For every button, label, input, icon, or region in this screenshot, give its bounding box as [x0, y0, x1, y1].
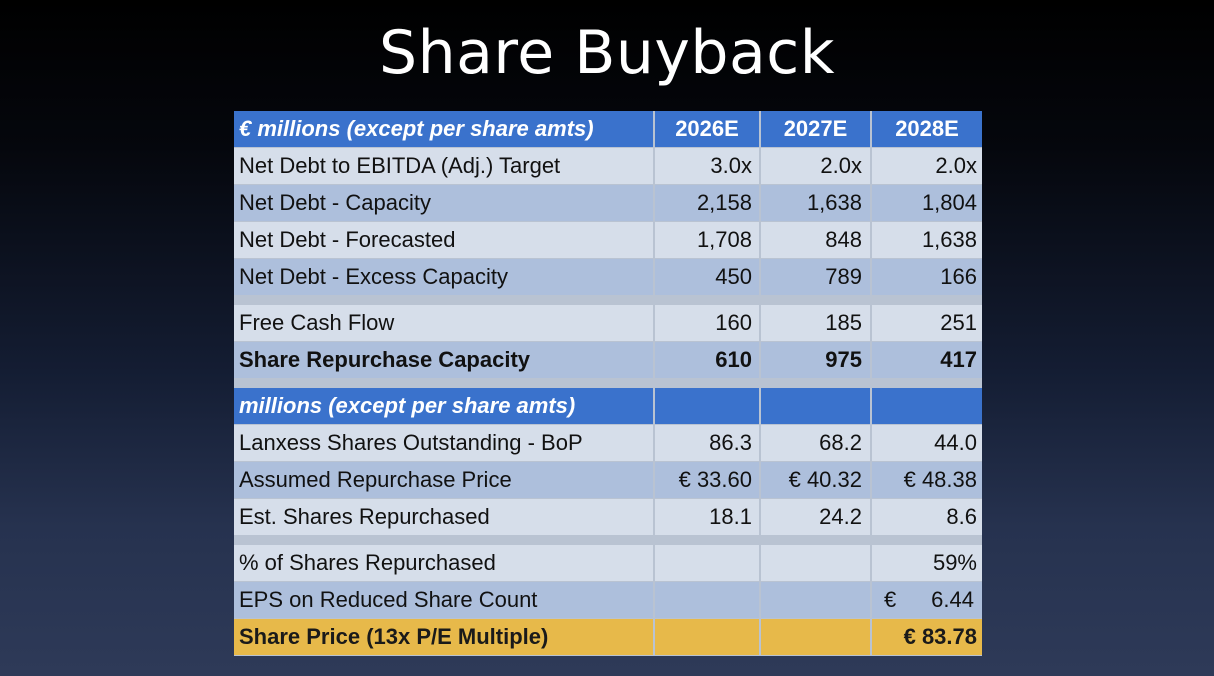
cell-2026e: € 33.60: [655, 462, 759, 498]
header-2027e: 2027E: [761, 111, 870, 147]
table-row-net-debt-capacity: Net Debt - Capacity 2,158 1,638 1,804: [234, 185, 982, 221]
slide-title: Share Buyback: [378, 18, 835, 88]
table-row-assumed-repurchase-price: Assumed Repurchase Price € 33.60 € 40.32…: [234, 462, 982, 498]
cell-2028e: 1,804: [872, 185, 982, 221]
cell-2027e: 848: [761, 222, 870, 258]
cell-2028e: 166: [872, 259, 982, 295]
table-row-eps-reduced-share-count: EPS on Reduced Share Count € 6.44: [234, 582, 982, 618]
row-label: Assumed Repurchase Price: [234, 462, 653, 498]
table-row-share-repurchase-capacity: Share Repurchase Capacity 610 975 417: [234, 342, 982, 378]
cell-2028e: 59%: [872, 545, 982, 581]
cell-2027e: € 40.32: [761, 462, 870, 498]
row-label: Share Price (13x P/E Multiple): [234, 619, 653, 655]
cell-2027e: 975: [761, 342, 870, 378]
cell-2026e: [655, 545, 759, 581]
cell-2027e: [761, 545, 870, 581]
currency-symbol: €: [884, 587, 897, 612]
cell-2028e: 251: [872, 305, 982, 341]
cell-2026e: 450: [655, 259, 759, 295]
cell-2026e: 160: [655, 305, 759, 341]
row-label: Free Cash Flow: [234, 305, 653, 341]
row-label: Lanxess Shares Outstanding - BoP: [234, 425, 653, 461]
cell-2026e: 1,708: [655, 222, 759, 258]
table-row-shares-outstanding: Lanxess Shares Outstanding - BoP 86.3 68…: [234, 425, 982, 461]
cell-2027e: [761, 582, 870, 618]
cell-2026e: 18.1: [655, 499, 759, 535]
subheader-cell: [655, 388, 759, 424]
eps-value: 6.44: [931, 587, 974, 612]
cell-2028e: 44.0: [872, 425, 982, 461]
row-label: EPS on Reduced Share Count: [234, 582, 653, 618]
table-subheader-row: millions (except per share amts): [234, 388, 982, 424]
subheader-cell: [761, 388, 870, 424]
table-row-free-cash-flow: Free Cash Flow 160 185 251: [234, 305, 982, 341]
row-label: Net Debt - Capacity: [234, 185, 653, 221]
cell-2027e: [761, 619, 870, 655]
table-row-share-price-highlight: Share Price (13x P/E Multiple) € 83.78: [234, 619, 982, 655]
share-buyback-table: € millions (except per share amts) 2026E…: [234, 111, 982, 656]
cell-2026e: [655, 619, 759, 655]
cell-2026e: 2,158: [655, 185, 759, 221]
subheader-units-label: millions (except per share amts): [234, 388, 653, 424]
table-row-net-debt-excess-capacity: Net Debt - Excess Capacity 450 789 166: [234, 259, 982, 295]
row-label: Est. Shares Repurchased: [234, 499, 653, 535]
cell-2028e: € 6.44: [872, 582, 982, 618]
subheader-cell: [872, 388, 982, 424]
cell-2027e: 2.0x: [761, 148, 870, 184]
table-row-net-debt-ebitda-target: Net Debt to EBITDA (Adj.) Target 3.0x 2.…: [234, 148, 982, 184]
cell-2027e: 68.2: [761, 425, 870, 461]
cell-2028e: 2.0x: [872, 148, 982, 184]
table-row-net-debt-forecasted: Net Debt - Forecasted 1,708 848 1,638: [234, 222, 982, 258]
table-row-est-shares-repurchased: Est. Shares Repurchased 18.1 24.2 8.6: [234, 499, 982, 535]
cell-2027e: 24.2: [761, 499, 870, 535]
cell-2028e: 1,638: [872, 222, 982, 258]
cell-2027e: 185: [761, 305, 870, 341]
table-header-row: € millions (except per share amts) 2026E…: [234, 111, 982, 147]
header-2028e: 2028E: [872, 111, 982, 147]
cell-2026e: 610: [655, 342, 759, 378]
header-units-label: € millions (except per share amts): [234, 111, 653, 147]
table-row-pct-shares-repurchased: % of Shares Repurchased 59%: [234, 545, 982, 581]
cell-2028e: € 48.38: [872, 462, 982, 498]
cell-2027e: 789: [761, 259, 870, 295]
row-label: Share Repurchase Capacity: [234, 342, 653, 378]
cell-2028e: 417: [872, 342, 982, 378]
cell-2027e: 1,638: [761, 185, 870, 221]
row-label: Net Debt - Forecasted: [234, 222, 653, 258]
row-label: Net Debt - Excess Capacity: [234, 259, 653, 295]
header-2026e: 2026E: [655, 111, 759, 147]
cell-2028e: € 83.78: [872, 619, 982, 655]
cell-2026e: [655, 582, 759, 618]
cell-2028e: 8.6: [872, 499, 982, 535]
cell-2026e: 86.3: [655, 425, 759, 461]
row-label: % of Shares Repurchased: [234, 545, 653, 581]
cell-2026e: 3.0x: [655, 148, 759, 184]
row-label: Net Debt to EBITDA (Adj.) Target: [234, 148, 653, 184]
